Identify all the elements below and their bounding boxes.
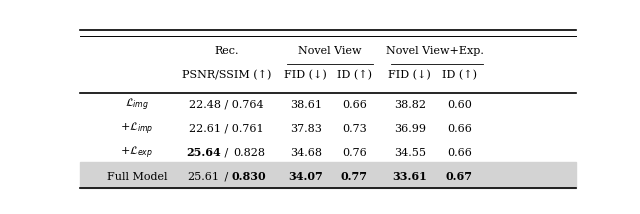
Text: 25.64: 25.64: [186, 147, 221, 158]
Text: $+\mathcal{L}_{imp}$: $+\mathcal{L}_{imp}$: [120, 120, 154, 137]
Text: 0.66: 0.66: [342, 100, 367, 110]
Text: 34.55: 34.55: [394, 148, 426, 158]
Text: 37.83: 37.83: [290, 124, 322, 134]
Text: 38.82: 38.82: [394, 100, 426, 110]
Text: 34.07: 34.07: [288, 171, 323, 183]
Text: 0.77: 0.77: [340, 171, 368, 183]
Text: 22.61 / 0.761: 22.61 / 0.761: [189, 124, 264, 134]
Text: /: /: [221, 172, 232, 182]
Text: Novel View+Exp.: Novel View+Exp.: [386, 46, 484, 56]
Text: 0.73: 0.73: [342, 124, 367, 134]
Text: ID (↑): ID (↑): [442, 70, 477, 80]
Text: PSNR/SSIM (↑): PSNR/SSIM (↑): [182, 70, 271, 80]
Text: 33.61: 33.61: [392, 171, 428, 183]
Text: 0.67: 0.67: [446, 171, 473, 183]
Text: 38.61: 38.61: [290, 100, 322, 110]
Text: $\mathcal{L}_{img}$: $\mathcal{L}_{img}$: [125, 97, 149, 113]
Text: 0.76: 0.76: [342, 148, 367, 158]
Text: Novel View: Novel View: [298, 46, 362, 56]
Text: 0.828: 0.828: [233, 148, 265, 158]
Text: 34.68: 34.68: [290, 148, 322, 158]
Text: 0.830: 0.830: [232, 171, 266, 183]
Text: 0.66: 0.66: [447, 124, 472, 134]
Text: FID (↓): FID (↓): [284, 70, 327, 80]
Text: 25.61: 25.61: [188, 172, 220, 182]
Text: 36.99: 36.99: [394, 124, 426, 134]
Text: ID (↑): ID (↑): [337, 70, 372, 80]
Bar: [80, 162, 576, 188]
Text: FID (↓): FID (↓): [388, 70, 431, 80]
Text: 0.66: 0.66: [447, 148, 472, 158]
Text: Full Model: Full Model: [107, 172, 167, 182]
Text: 22.48 / 0.764: 22.48 / 0.764: [189, 100, 264, 110]
Text: /: /: [221, 148, 232, 158]
Text: $+\mathcal{L}_{exp}$: $+\mathcal{L}_{exp}$: [120, 144, 154, 161]
Text: 0.60: 0.60: [447, 100, 472, 110]
Text: Rec.: Rec.: [214, 46, 239, 56]
